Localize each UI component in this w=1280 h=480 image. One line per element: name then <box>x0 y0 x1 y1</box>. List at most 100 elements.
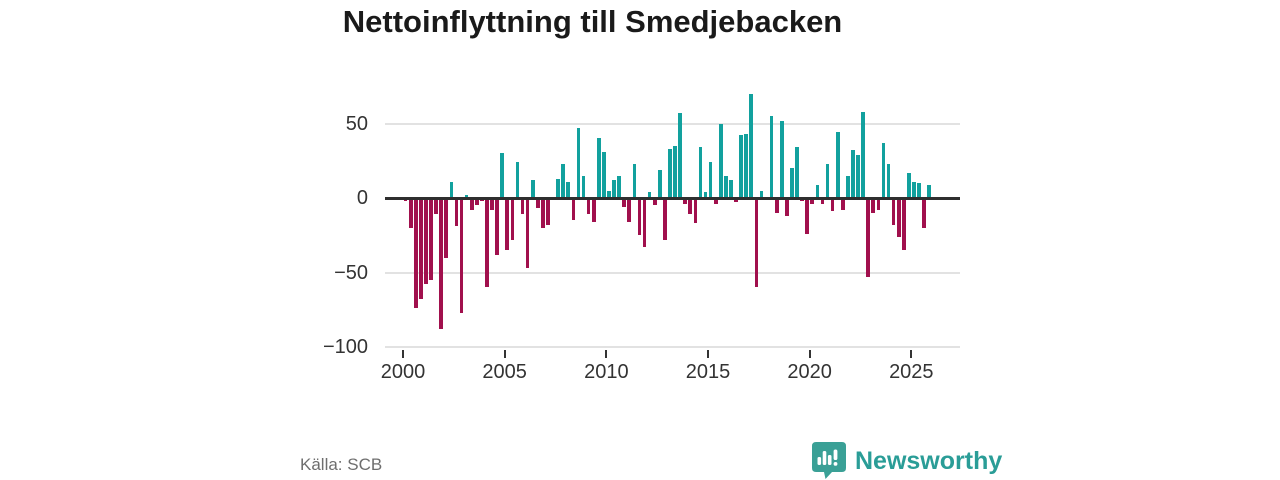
bar <box>642 198 647 248</box>
bar <box>668 148 672 198</box>
bar <box>571 198 576 221</box>
x-axis-tick-label: 2015 <box>685 361 731 383</box>
bar <box>708 162 713 198</box>
bar <box>678 113 682 198</box>
bar <box>724 175 728 198</box>
bar <box>734 198 738 203</box>
zero-axis-line <box>385 196 960 200</box>
bar <box>713 198 718 204</box>
bar <box>652 198 657 206</box>
bar <box>556 178 560 198</box>
bar <box>581 175 586 198</box>
bar <box>586 198 591 215</box>
bar <box>663 198 667 240</box>
bar <box>703 192 708 198</box>
bar <box>541 198 545 228</box>
bar <box>535 198 540 209</box>
bar <box>632 163 637 198</box>
bar <box>510 198 515 240</box>
bar <box>459 198 464 313</box>
brand-name: Newsworthy <box>855 446 1003 475</box>
bar <box>754 198 759 288</box>
bar <box>602 151 606 198</box>
newsworthy-logo-icon <box>812 442 846 479</box>
bar <box>505 198 510 251</box>
bar <box>607 190 611 198</box>
x-axis-tick <box>706 350 709 358</box>
bar <box>749 93 754 198</box>
bar <box>861 111 865 198</box>
bar <box>876 198 881 210</box>
x-axis-tick-label: 2005 <box>482 361 527 383</box>
bar <box>444 198 449 258</box>
y-axis-tick-label: −50 <box>334 261 368 284</box>
brand-link[interactable]: Newsworthy <box>812 442 1002 479</box>
bar <box>561 163 566 198</box>
x-axis-tick <box>910 350 913 358</box>
bar <box>474 198 479 206</box>
x-axis-tick <box>808 350 811 358</box>
bar <box>790 168 794 198</box>
bar <box>835 132 840 198</box>
bar <box>912 181 916 198</box>
bar <box>657 169 662 198</box>
bar <box>576 127 581 198</box>
bar <box>688 198 693 215</box>
bar <box>637 198 642 236</box>
bar <box>495 198 499 255</box>
bar <box>617 175 621 198</box>
bar <box>530 180 535 198</box>
bar <box>769 116 774 198</box>
bar <box>424 198 428 285</box>
bar <box>820 198 825 204</box>
bar <box>810 198 815 204</box>
bar <box>413 198 418 309</box>
bar <box>591 198 596 222</box>
bar <box>805 198 810 234</box>
bar <box>525 198 530 269</box>
gridline <box>385 271 960 274</box>
x-axis-tick-label: 2000 <box>380 361 426 383</box>
x-axis-tick <box>402 350 404 358</box>
bar <box>871 198 876 213</box>
bar <box>744 133 749 198</box>
bar <box>485 198 489 288</box>
bar <box>515 162 520 198</box>
bar <box>891 198 896 225</box>
bar <box>596 138 601 198</box>
bar <box>846 175 850 198</box>
x-axis-tick-label: 2020 <box>787 361 832 383</box>
bar <box>729 180 733 198</box>
bar <box>683 198 688 204</box>
x-axis-tick-label: 2025 <box>889 361 934 383</box>
bar <box>622 198 627 207</box>
bar <box>647 192 652 198</box>
bar <box>408 198 413 228</box>
bar <box>922 198 926 228</box>
bar <box>698 147 703 198</box>
chart-title: Nettoinflyttning till Smedjebacken <box>342 4 843 39</box>
y-axis-tick-label: 50 <box>345 112 368 135</box>
bar <box>856 154 860 198</box>
x-axis-tick <box>503 350 506 358</box>
gridline <box>385 346 960 348</box>
bar <box>439 198 444 330</box>
bar <box>419 198 423 300</box>
bar <box>612 180 616 198</box>
bar <box>673 145 677 198</box>
bar <box>917 183 921 198</box>
y-axis-tick-label: 0 <box>356 187 368 209</box>
bar <box>434 198 438 215</box>
bar <box>469 198 474 210</box>
bar <box>795 147 799 198</box>
gridline <box>385 122 960 125</box>
bar <box>566 181 571 198</box>
bar <box>901 198 906 251</box>
source-label: Källa: SCB <box>300 455 383 474</box>
bar <box>907 172 911 198</box>
bar <box>520 198 525 215</box>
bar <box>454 198 459 227</box>
bar <box>927 184 932 198</box>
bar <box>500 153 505 198</box>
